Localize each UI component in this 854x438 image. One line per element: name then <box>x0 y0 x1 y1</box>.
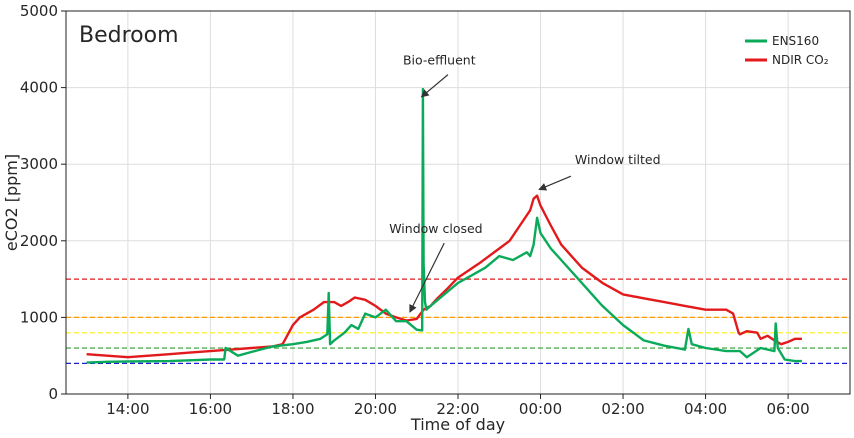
annotation-arrow <box>538 175 572 191</box>
y-axis-ticks: 0 1000 2000 3000 4000 5000 <box>20 2 66 403</box>
x-axis-label: Time of day <box>410 415 505 434</box>
x-tick-label: 06:00 <box>766 400 809 418</box>
y-tick-label: 3000 <box>20 155 58 173</box>
y-tick-label: 5000 <box>20 2 58 20</box>
legend: ENS160 NDIR CO₂ <box>745 34 829 67</box>
y-tick-label: 1000 <box>20 308 58 326</box>
x-tick-label: 04:00 <box>684 400 727 418</box>
x-tick-label: 16:00 <box>189 400 232 418</box>
y-tick-label: 4000 <box>20 79 58 97</box>
x-tick-label: 02:00 <box>601 400 644 418</box>
grid-lines <box>66 10 850 395</box>
x-tick-label: 20:00 <box>354 400 397 418</box>
annotation-label: Window tilted <box>575 152 661 167</box>
annotation-arrow <box>420 74 449 98</box>
x-tick-label: 22:00 <box>436 400 479 418</box>
annotations: Bio-effluent Window tilted Window closed <box>389 53 661 313</box>
annotation-label: Window closed <box>389 221 482 236</box>
x-tick-label: 14:00 <box>106 400 149 418</box>
annotation-label: Bio-effluent <box>403 53 476 68</box>
series-line-ens160 <box>86 87 802 364</box>
legend-label: NDIR CO₂ <box>772 53 829 67</box>
y-axis-label: eCO2 [ppm] <box>2 154 21 251</box>
y-tick-label: 0 <box>48 385 58 403</box>
series-lines <box>86 87 802 364</box>
annotation-arrow <box>409 242 445 313</box>
x-tick-label: 18:00 <box>271 400 314 418</box>
legend-label: ENS160 <box>772 34 819 48</box>
chart-title: Bedroom <box>79 23 179 48</box>
x-axis-ticks: 14:00 16:00 18:00 20:00 22:00 00:00 02:00 04:00… <box>106 394 810 418</box>
y-tick-label: 2000 <box>20 232 58 250</box>
x-tick-label: 00:00 <box>519 400 562 418</box>
